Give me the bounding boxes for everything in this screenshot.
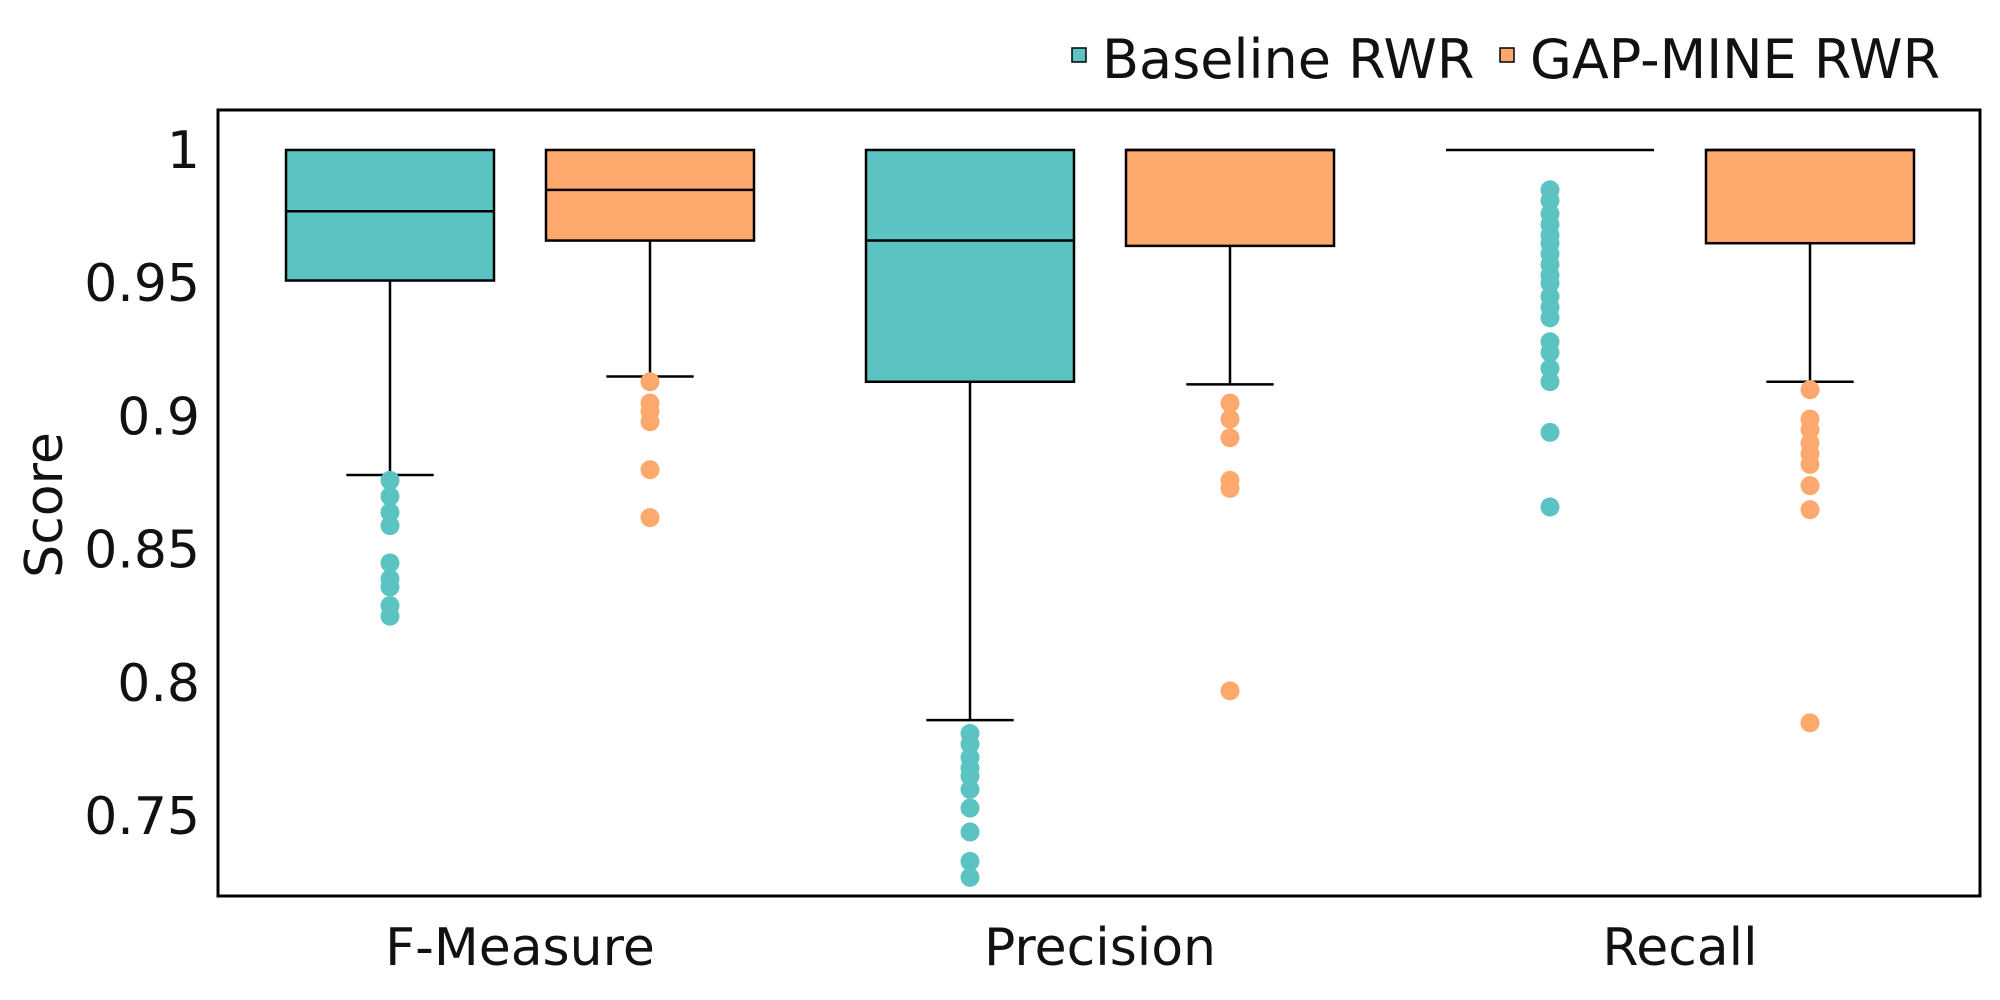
outlier-point — [1540, 422, 1560, 442]
box-body — [1704, 148, 1916, 245]
outlier-point — [380, 553, 400, 573]
outlier-point — [1800, 420, 1820, 440]
outlier-point — [1540, 342, 1560, 362]
x-tick-label: Recall — [1602, 918, 1757, 978]
box-precision — [1124, 148, 1336, 701]
box-recall — [1446, 148, 1654, 517]
outlier-point — [1800, 454, 1820, 474]
series-baseline-rwr — [284, 148, 1654, 887]
plot-area — [284, 148, 1916, 887]
y-tick-label: 0.85 — [84, 521, 200, 581]
x-axis-ticks: F-Measure Precision Recall — [385, 918, 1757, 978]
outlier-point — [960, 766, 980, 786]
y-tick-label: 0.95 — [84, 254, 200, 314]
y-tick-label: 0.75 — [84, 787, 200, 847]
outlier-point — [1220, 393, 1240, 413]
y-axis-ticks: 1 0.95 0.9 0.85 0.8 0.75 — [84, 121, 200, 847]
legend-swatch — [1071, 47, 1087, 63]
outlier-point — [1800, 380, 1820, 400]
y-axis-label: Score — [15, 432, 75, 578]
outlier-point — [1220, 409, 1240, 429]
outlier-point — [640, 460, 660, 480]
outlier-point — [1540, 497, 1560, 517]
outlier-point — [1220, 428, 1240, 448]
outlier-point — [1800, 500, 1820, 520]
outlier-point — [640, 412, 660, 432]
legend-label: Baseline RWR — [1102, 28, 1474, 91]
legend-swatch — [1499, 47, 1515, 63]
outlier-point — [380, 486, 400, 506]
outlier-point — [1540, 308, 1560, 328]
x-tick-label: F-Measure — [385, 918, 655, 978]
y-tick-label: 0.8 — [117, 654, 200, 714]
outlier-point — [640, 508, 660, 528]
outlier-point — [1800, 476, 1820, 496]
legend-label: GAP-MINE RWR — [1530, 28, 1940, 91]
box-precision — [864, 148, 1076, 887]
outlier-point — [960, 851, 980, 871]
outlier-point — [1800, 713, 1820, 733]
box-f-measure — [284, 148, 496, 626]
box-body — [284, 148, 496, 282]
x-tick-label: Precision — [984, 918, 1216, 978]
legend: Baseline RWR GAP-MINE RWR — [1071, 28, 1940, 91]
box-body — [864, 148, 1076, 384]
outlier-point — [380, 502, 400, 522]
outlier-point — [960, 798, 980, 818]
outlier-point — [1540, 191, 1560, 211]
outlier-point — [960, 867, 980, 887]
plot-frame — [216, 108, 1982, 898]
box-f-measure — [544, 148, 756, 528]
outlier-point — [1220, 478, 1240, 498]
box-body — [1124, 148, 1336, 248]
outlier-point — [1540, 372, 1560, 392]
outlier-point — [380, 516, 400, 536]
outlier-point — [960, 822, 980, 842]
outlier-point — [1540, 358, 1560, 378]
outlier-point — [380, 577, 400, 597]
y-tick-label: 0.9 — [117, 387, 200, 447]
outlier-point — [1540, 273, 1560, 293]
y-tick-label: 1 — [167, 121, 200, 181]
box-body — [544, 148, 756, 242]
outlier-point — [960, 779, 980, 799]
outlier-point — [960, 734, 980, 754]
outlier-point — [380, 470, 400, 490]
outlier-point — [640, 372, 660, 392]
outlier-point — [380, 606, 400, 626]
series-gap-mine-rwr — [544, 148, 1916, 733]
box-recall — [1704, 148, 1916, 733]
outlier-point — [1220, 681, 1240, 701]
